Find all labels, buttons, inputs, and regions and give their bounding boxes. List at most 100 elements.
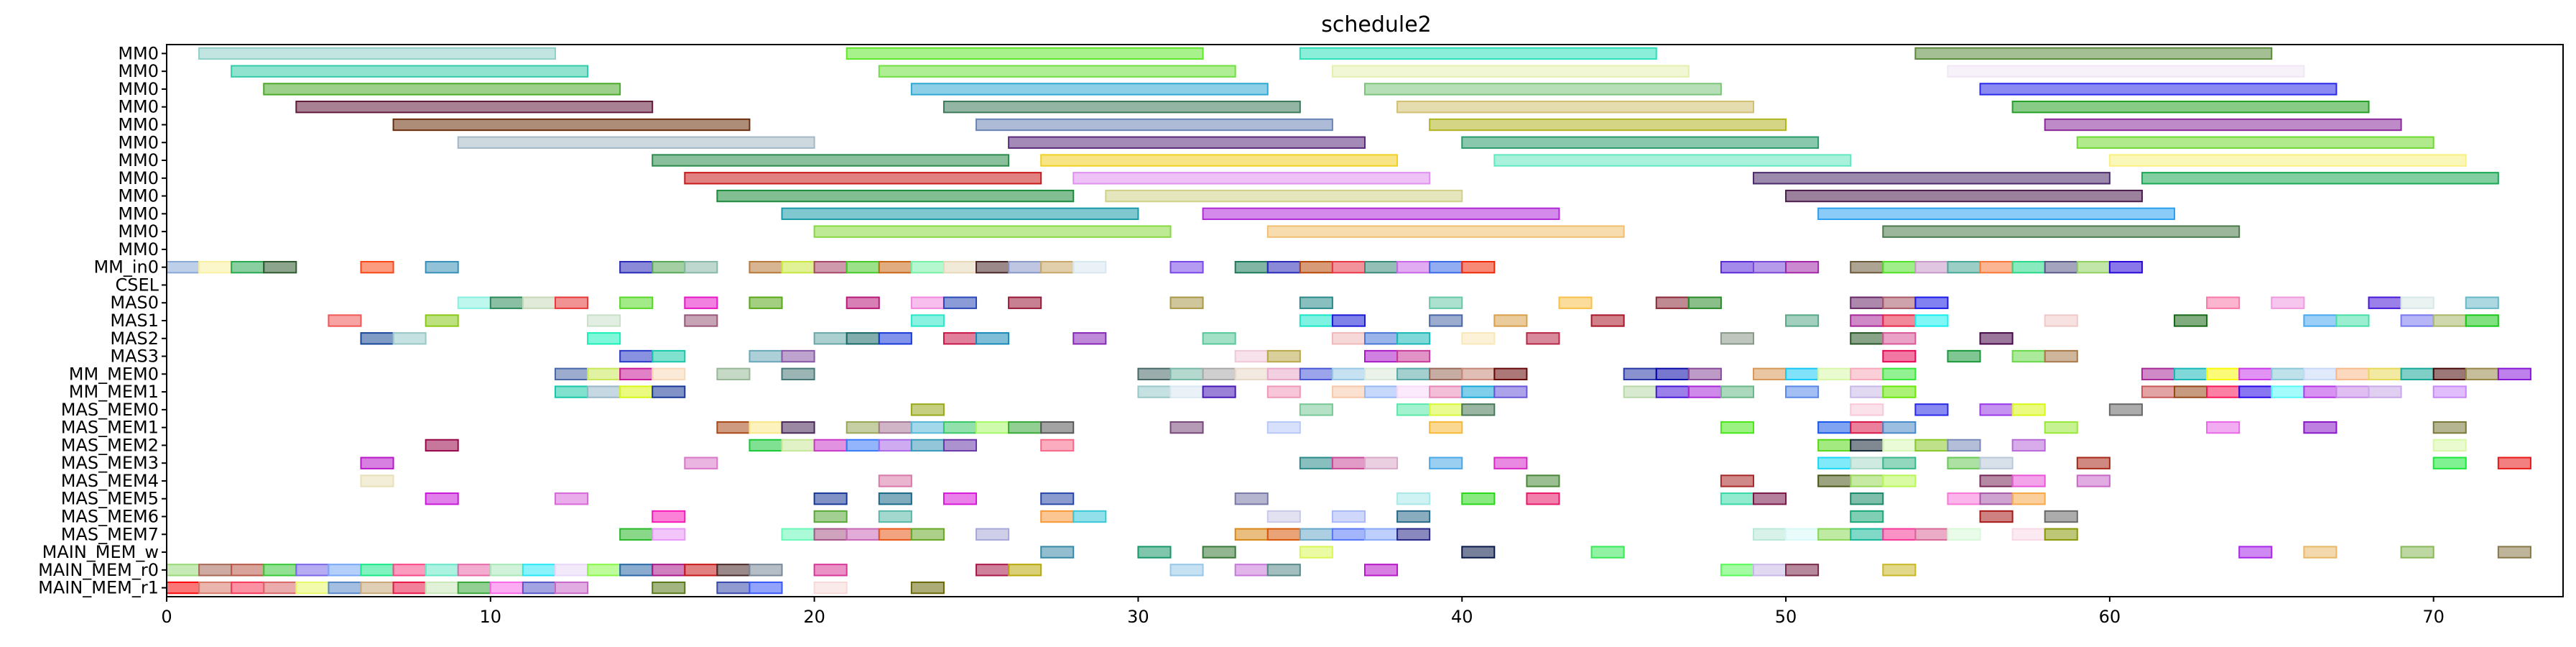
- task-bar: [1169, 564, 1204, 577]
- task-bar: [1040, 421, 1075, 434]
- task-bar: [1008, 136, 1366, 149]
- task-bar: [1655, 385, 1690, 398]
- task-bar: [425, 260, 459, 274]
- task-bar: [2271, 296, 2305, 309]
- task-bar: [360, 260, 394, 274]
- task-bar: [684, 296, 718, 309]
- task-bar: [781, 528, 815, 541]
- task-bar: [1202, 207, 1560, 221]
- task-bar: [781, 260, 815, 274]
- task-bar: [425, 314, 459, 327]
- task-bar: [231, 581, 265, 595]
- chart-title: schedule2: [1321, 12, 1432, 37]
- task-bar: [2465, 296, 2499, 309]
- task-bar: [1720, 474, 1754, 487]
- task-bar: [2206, 385, 2241, 398]
- task-bar: [1850, 510, 1884, 523]
- task-bar: [878, 439, 912, 452]
- task-bar: [652, 349, 686, 363]
- task-bar: [587, 332, 621, 345]
- task-bar: [2011, 492, 2046, 505]
- task-bar: [1266, 528, 1301, 541]
- task-bar: [1266, 564, 1301, 577]
- x-tick-label: 60: [2099, 607, 2121, 627]
- task-bar: [1202, 385, 1236, 398]
- task-bar: [1752, 172, 2111, 185]
- y-tick-label: MM0: [118, 132, 159, 152]
- task-bar: [360, 474, 394, 487]
- task-bar: [2011, 439, 2046, 452]
- task-bar: [2432, 421, 2467, 434]
- task-bar: [457, 296, 491, 309]
- task-bar: [522, 564, 556, 577]
- task-bar: [1914, 296, 1949, 309]
- task-bar: [2044, 510, 2078, 523]
- task-bar: [1331, 528, 1366, 541]
- task-bar: [1882, 349, 1917, 363]
- task-bar: [1008, 421, 1042, 434]
- task-bar: [684, 314, 718, 327]
- task-bar: [1687, 385, 1722, 398]
- task-bar: [1850, 403, 1884, 416]
- task-bar: [878, 421, 912, 434]
- task-bar: [1364, 83, 1722, 96]
- task-bar: [1687, 296, 1722, 309]
- task-bar: [1720, 421, 1754, 434]
- task-bar: [554, 581, 589, 595]
- task-bar: [2076, 136, 2434, 149]
- task-bar: [652, 528, 686, 541]
- task-bar: [910, 296, 945, 309]
- task-bar: [781, 349, 815, 363]
- task-bar: [845, 439, 880, 452]
- task-bar: [1882, 332, 1917, 345]
- task-bar: [1914, 403, 1949, 416]
- task-bar: [619, 367, 654, 381]
- task-bar: [1850, 474, 1884, 487]
- task-bar: [1299, 47, 1657, 60]
- task-bar: [489, 296, 524, 309]
- task-bar: [781, 421, 815, 434]
- task-bar: [1234, 349, 1269, 363]
- y-tick-label: MAS_MEM5: [61, 489, 159, 509]
- task-bar: [489, 581, 524, 595]
- task-bar: [1979, 474, 2014, 487]
- task-bar: [2465, 367, 2499, 381]
- task-bar: [619, 385, 654, 398]
- task-bar: [910, 439, 945, 452]
- task-bar: [845, 47, 1204, 60]
- task-bar: [1331, 314, 1366, 327]
- y-axis-labels: MM0MM0MM0MM0MM0MM0MM0MM0MM0MM0MM0MM0MM_i…: [38, 43, 167, 598]
- task-bar: [1493, 367, 1528, 381]
- task-bar: [295, 101, 654, 114]
- y-tick-label: MM0: [118, 61, 159, 81]
- task-bar: [1331, 385, 1366, 398]
- task-bar: [1008, 564, 1042, 577]
- task-bar: [554, 492, 589, 505]
- task-bar: [749, 564, 783, 577]
- task-bar: [684, 564, 718, 577]
- task-bar: [749, 439, 783, 452]
- task-bar: [942, 439, 978, 452]
- task-bar: [1914, 260, 1949, 274]
- y-tick-label: MAS_MEM7: [61, 524, 159, 544]
- task-bar: [910, 581, 945, 595]
- task-bar: [2368, 385, 2402, 398]
- task-bar: [652, 154, 1010, 167]
- task-bar: [1720, 332, 1754, 345]
- task-bar: [1169, 367, 1204, 381]
- task-bar: [1785, 367, 1820, 381]
- task-bar: [1655, 367, 1690, 381]
- task-bar: [2044, 528, 2078, 541]
- task-bar: [910, 528, 945, 541]
- task-bar: [231, 564, 265, 577]
- y-tick-label: MAIN_MEM_w: [42, 542, 159, 562]
- task-bar: [2271, 385, 2305, 398]
- task-bar: [1720, 564, 1754, 577]
- task-bar: [1850, 314, 1884, 327]
- y-tick-label: MM0: [118, 114, 159, 134]
- task-bar: [1234, 260, 1269, 274]
- task-bar: [2271, 367, 2305, 381]
- task-bar: [1623, 385, 1657, 398]
- task-bar: [1461, 385, 1496, 398]
- task-bar: [1817, 456, 1852, 469]
